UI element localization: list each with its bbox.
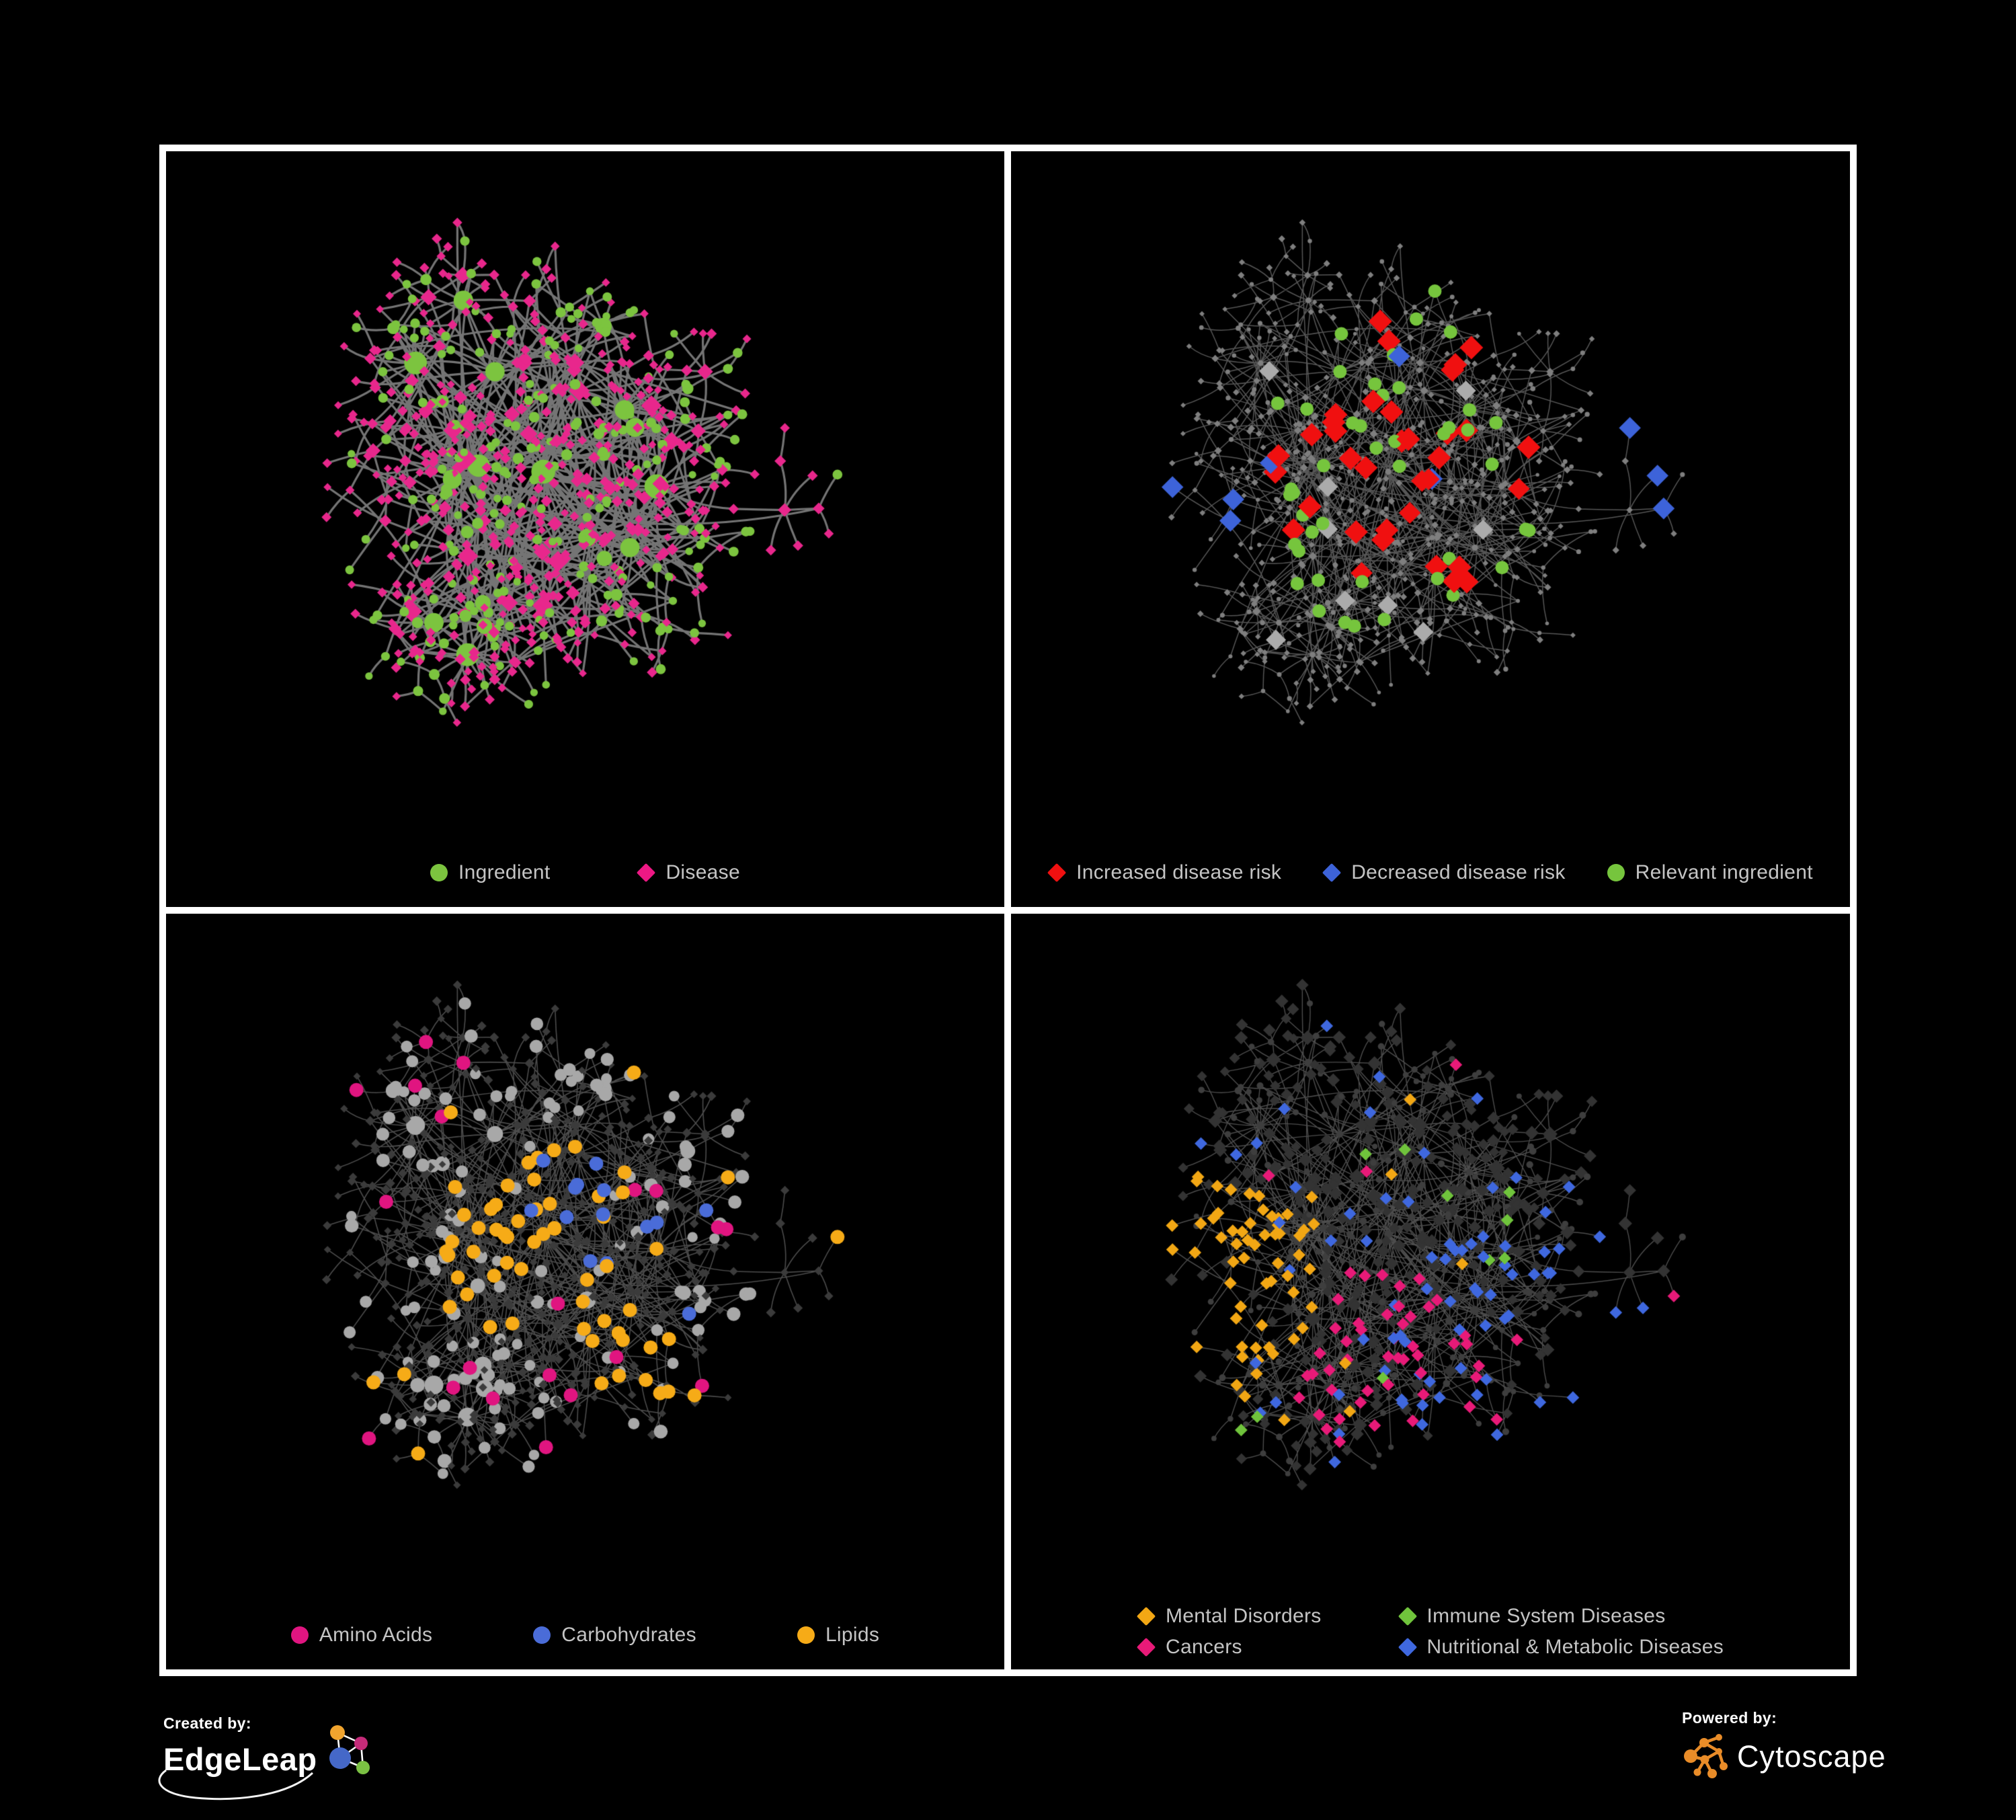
legend-item-disease: Disease — [637, 861, 740, 884]
legend-label-lipids: Lipids — [825, 1624, 880, 1646]
legend-label-nutritional-metabolic: Nutritional & Metabolic Diseases — [1426, 1636, 1724, 1658]
legend-label-immune-system: Immune System Diseases — [1426, 1605, 1666, 1627]
legend-label-increased-risk: Increased disease risk — [1076, 861, 1282, 883]
legend-item-carbohydrates: Carbohydrates — [533, 1624, 696, 1647]
cytoscape-logo-row: Cytoscape — [1682, 1731, 1886, 1781]
cytoscape-logo — [1684, 1734, 1728, 1778]
ingredient-marker — [430, 864, 448, 881]
panel-ingredient-disease: Ingredient Disease — [166, 151, 1004, 907]
powered-by-block: Powered by: — [1682, 1709, 1886, 1781]
edgeleap-node-blue — [329, 1747, 351, 1769]
legend-disease-risk: Increased disease risk Decreased disease… — [1011, 861, 1850, 884]
panel-disease-risk: Increased disease risk Decreased disease… — [1011, 151, 1850, 907]
legend-item-amino-acids: Amino Acids — [290, 1624, 433, 1647]
network-ingredient-classes — [166, 914, 1004, 1669]
legend-item-cancers: Cancers — [1136, 1636, 1322, 1659]
legend-item-mental-disorders: Mental Disorders — [1136, 1605, 1322, 1628]
created-by-label: Created by: — [163, 1714, 251, 1732]
edgeleap-node-magenta — [354, 1737, 368, 1750]
legend-disease-categories: Mental Disorders Immune System Diseases … — [1011, 1605, 1850, 1659]
panel-disease-categories: Mental Disorders Immune System Diseases … — [1011, 914, 1850, 1669]
legend-label-cancers: Cancers — [1166, 1636, 1242, 1658]
network-ingredient-disease — [166, 151, 1004, 907]
legend-label-decreased-risk: Decreased disease risk — [1351, 861, 1566, 883]
edgeleap-logo — [329, 1725, 370, 1774]
edgeleap-logo-row: EdgeLeap — [158, 1725, 376, 1801]
legend-label-amino-acids: Amino Acids — [319, 1624, 433, 1646]
legend-label-mental-disorders: Mental Disorders — [1166, 1605, 1322, 1627]
legend-item-relevant-ingredient: Relevant ingredient — [1607, 861, 1813, 884]
decreased-risk-marker — [1322, 863, 1342, 883]
cancers-marker — [1136, 1637, 1156, 1657]
legend-item-lipids: Lipids — [797, 1624, 879, 1647]
created-by-block: Created by: EdgeLeap — [158, 1714, 376, 1801]
legend-item-immune-system: Immune System Diseases — [1398, 1605, 1724, 1628]
amino-acids-marker — [290, 1626, 309, 1644]
network-disease-categories — [1011, 914, 1850, 1669]
legend-label-carbohydrates: Carbohydrates — [561, 1624, 696, 1646]
legend-item-nutritional-metabolic: Nutritional & Metabolic Diseases — [1398, 1636, 1724, 1659]
increased-risk-marker — [1047, 863, 1067, 883]
panel-ingredient-classes: Amino Acids Carbohydrates Lipids — [166, 914, 1004, 1669]
nutritional-metabolic-marker — [1398, 1637, 1417, 1657]
legend-label-disease: Disease — [666, 861, 740, 883]
powered-by-label: Powered by: — [1682, 1709, 1777, 1727]
legend-label-ingredient: Ingredient — [458, 861, 551, 883]
legend-item-decreased-risk: Decreased disease risk — [1322, 861, 1566, 884]
legend-item-ingredient: Ingredient — [430, 861, 550, 884]
cytoscape-wordmark: Cytoscape — [1737, 1739, 1886, 1774]
disease-marker — [637, 863, 656, 883]
legend-item-increased-risk: Increased disease risk — [1047, 861, 1282, 884]
carbohydrates-marker — [533, 1626, 551, 1644]
mental-disorders-marker — [1136, 1606, 1156, 1626]
edgeleap-node-orange — [329, 1725, 345, 1740]
figure-grid: Ingredient Disease Increased disease ris… — [159, 145, 1857, 1676]
network-disease-risk — [1011, 151, 1850, 907]
legend-ingredient-disease: Ingredient Disease — [166, 861, 1004, 884]
edgeleap-node-green — [356, 1761, 370, 1774]
legend-ingredient-classes: Amino Acids Carbohydrates Lipids — [166, 1624, 1004, 1647]
edgeleap-wordmark: EdgeLeap — [163, 1741, 317, 1777]
immune-system-marker — [1398, 1606, 1417, 1626]
relevant-ingredient-marker — [1607, 864, 1625, 881]
legend-label-relevant-ingredient: Relevant ingredient — [1635, 861, 1813, 883]
lipids-marker — [797, 1626, 815, 1644]
